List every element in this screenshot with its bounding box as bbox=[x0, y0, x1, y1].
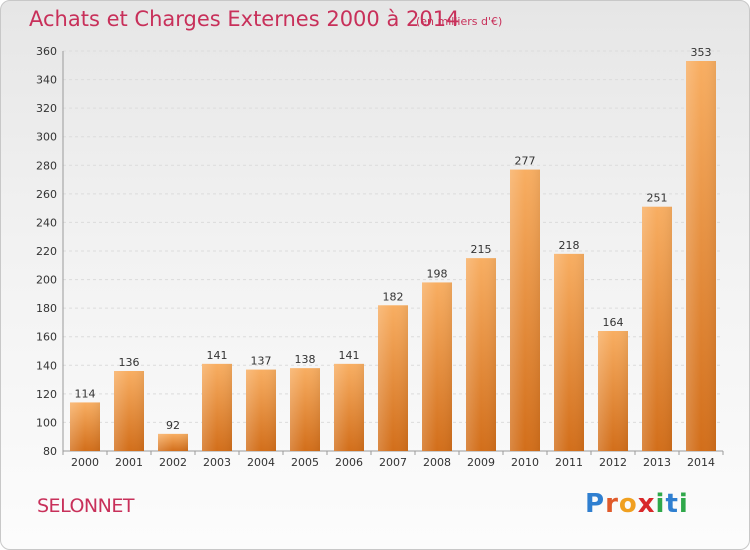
y-tick-label: 200 bbox=[36, 274, 57, 287]
data-label: 277 bbox=[515, 155, 536, 168]
y-tick-label: 300 bbox=[36, 131, 57, 144]
x-tick-label: 2002 bbox=[159, 456, 187, 469]
bar-shade bbox=[114, 371, 144, 451]
data-label: 353 bbox=[691, 46, 712, 59]
y-tick-label: 120 bbox=[36, 388, 57, 401]
bar-shade bbox=[642, 206, 672, 451]
y-tick-label: 320 bbox=[36, 102, 57, 115]
data-label: 138 bbox=[295, 353, 316, 366]
y-tick-label: 80 bbox=[43, 445, 57, 458]
y-tick-label: 240 bbox=[36, 216, 57, 229]
y-tick-label: 220 bbox=[36, 245, 57, 258]
bar-shade bbox=[510, 169, 540, 452]
data-label: 114 bbox=[75, 387, 96, 400]
data-label: 164 bbox=[603, 316, 624, 329]
x-tick-label: 2007 bbox=[379, 456, 407, 469]
chart-subtitle: (en milliers d'€) bbox=[416, 15, 503, 28]
bar-shade bbox=[554, 253, 584, 451]
data-label: 182 bbox=[383, 290, 404, 303]
x-tick-label: 2012 bbox=[599, 456, 627, 469]
bar-shade bbox=[598, 331, 628, 451]
x-tick-label: 2010 bbox=[511, 456, 539, 469]
bar-shade bbox=[158, 433, 188, 451]
x-tick-label: 2009 bbox=[467, 456, 495, 469]
data-label: 141 bbox=[339, 349, 360, 362]
proxiti-logo: Proxiti bbox=[585, 489, 689, 519]
x-tick-label: 2000 bbox=[71, 456, 99, 469]
data-label: 215 bbox=[471, 243, 492, 256]
x-tick-label: 2003 bbox=[203, 456, 231, 469]
bar-shade bbox=[246, 369, 276, 451]
x-tick-label: 2006 bbox=[335, 456, 363, 469]
bar-shade bbox=[290, 368, 320, 451]
x-tick-label: 2013 bbox=[643, 456, 671, 469]
y-tick-label: 100 bbox=[36, 416, 57, 429]
x-tick-label: 2014 bbox=[687, 456, 715, 469]
x-tick-label: 2004 bbox=[247, 456, 275, 469]
location-name: SELONNET bbox=[37, 495, 134, 517]
bar-shade bbox=[466, 258, 496, 451]
y-tick-label: 140 bbox=[36, 359, 57, 372]
x-tick-label: 2011 bbox=[555, 456, 583, 469]
bar-shade bbox=[686, 61, 716, 451]
x-tick-label: 2001 bbox=[115, 456, 143, 469]
y-tick-label: 160 bbox=[36, 331, 57, 344]
x-tick-label: 2008 bbox=[423, 456, 451, 469]
data-label: 251 bbox=[647, 192, 668, 205]
bar-shade bbox=[422, 282, 452, 451]
y-tick-label: 360 bbox=[36, 45, 57, 58]
y-tick-label: 280 bbox=[36, 159, 57, 172]
data-label: 137 bbox=[251, 355, 272, 368]
chart-title: Achats et Charges Externes 2000 à 2014 bbox=[29, 7, 460, 31]
y-tick-label: 180 bbox=[36, 302, 57, 315]
bar-shade bbox=[70, 402, 100, 451]
data-label: 141 bbox=[207, 349, 228, 362]
bar-shade bbox=[334, 363, 364, 451]
data-label: 136 bbox=[119, 356, 140, 369]
y-tick-label: 340 bbox=[36, 74, 57, 87]
bar-shade bbox=[202, 363, 232, 451]
bar-shade bbox=[378, 305, 408, 451]
data-label: 92 bbox=[166, 419, 180, 432]
y-tick-label: 260 bbox=[36, 188, 57, 201]
data-label: 198 bbox=[427, 267, 448, 280]
x-tick-label: 2005 bbox=[291, 456, 319, 469]
data-label: 218 bbox=[559, 239, 580, 252]
